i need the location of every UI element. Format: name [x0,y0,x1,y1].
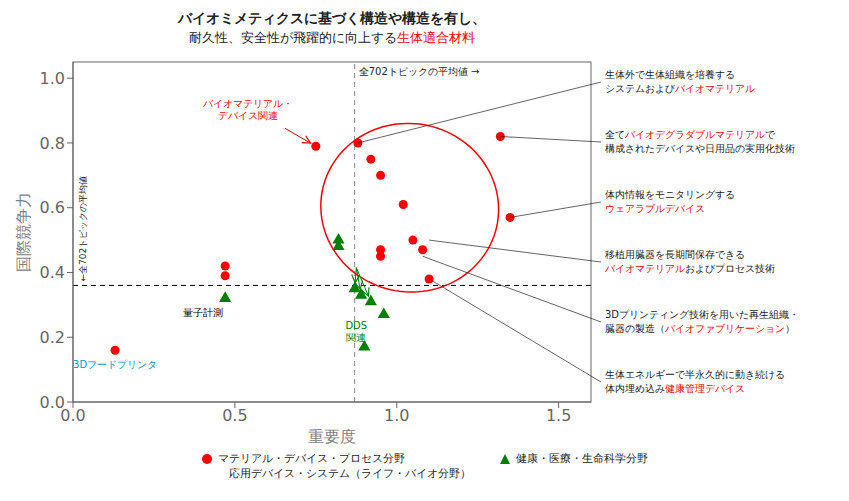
svg-text:全てバイオデグラダブルマテリアルで: 全てバイオデグラダブルマテリアルで [605,129,776,140]
svg-text:体内埋め込み健康管理デバイス: 体内埋め込み健康管理デバイス [605,383,745,394]
html-text:バイオミメティクスに基づく構造や構造を有し、: バイオミメティクスに基づく構造や構造を有し、 [178,10,486,26]
svg-text:3Dプリンティング技術を用いた再生組織・: 3Dプリンティング技術を用いた再生組織・ [605,309,799,320]
html-text:健康・医療・生命科学分野: 健康・医療・生命科学分野 [516,452,648,465]
svg-text:生体エネルギーで半永久的に動き続ける: 生体エネルギーで半永久的に動き続ける [605,369,785,380]
svg-text:0.2: 0.2 [40,328,65,347]
svg-text:移植用臓器を長期間保存できる: 移植用臓器を長期間保存できる [605,249,745,260]
svg-text:バイオマテリアル・: バイオマテリアル・ [202,98,293,109]
svg-text:全702トピックの平均値 →: 全702トピックの平均値 → [359,66,480,77]
svg-text:システムおよびバイオマテリアル: システムおよびバイオマテリアル [605,83,755,94]
svg-text:デバイス関連: デバイス関連 [218,110,278,121]
svg-text:0.8: 0.8 [40,134,65,153]
html-text:耐久性、安全性が飛躍的に向上する生体適合材料: 耐久性、安全性が飛躍的に向上する生体適合材料 [189,30,475,45]
svg-text:1.0: 1.0 [384,406,409,425]
svg-text:国際競争力: 国際競争力 [14,192,33,272]
svg-text:0.6: 0.6 [40,198,65,217]
svg-text:←全702トピックの平均値: ←全702トピックの平均値 [78,176,88,282]
svg-text:0.0: 0.0 [40,393,65,412]
svg-text:ウェアラブルデバイス: ウェアラブルデバイス [605,203,705,214]
svg-text:0.0: 0.0 [60,406,86,426]
html-text:マテリアル・デバイス・プロセス分野: マテリアル・デバイス・プロセス分野 [218,452,405,465]
svg-text:バイオマテリアルおよびプロセス技術: バイオマテリアルおよびプロセス技術 [604,263,775,274]
svg-text:臓器の製造（バイオファブリケーション）: 臓器の製造（バイオファブリケーション） [605,323,795,334]
svg-text:0.5: 0.5 [222,406,247,425]
svg-text:関連: 関連 [346,332,366,343]
svg-text:DDS: DDS [345,320,367,331]
svg-text:生体外で生体組織を培養する: 生体外で生体組織を培養する [605,69,735,80]
svg-text:0.4: 0.4 [40,263,65,282]
svg-text:量子計測: 量子計測 [183,307,223,318]
html-text:応用デバイス・システム（ライフ・バイオ分野）: 応用デバイス・システム（ライフ・バイオ分野） [218,467,471,480]
svg-text:体内情報をモニタリングする: 体内情報をモニタリングする [605,189,735,200]
svg-text:1.5: 1.5 [546,406,571,425]
svg-text:構成されたデバイスや日用品の実用化技術: 構成されたデバイスや日用品の実用化技術 [605,143,795,154]
svg-text:3Dフードプリンタ: 3Dフードプリンタ [73,359,157,370]
svg-text:重要度: 重要度 [308,427,356,446]
svg-text:1.0: 1.0 [40,69,65,88]
